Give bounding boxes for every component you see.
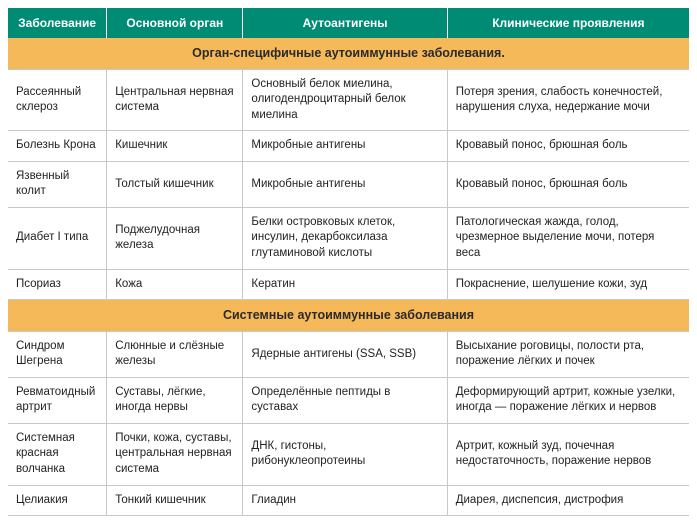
cell-organ: Толстый кишечник <box>107 161 243 207</box>
table-row: ЦелиакияТонкий кишечникГлиадинДиарея, ди… <box>8 485 689 516</box>
cell-organ: Кожа <box>107 269 243 300</box>
cell-organ: Кишечник <box>107 131 243 162</box>
table-row: Синдром ШегренаСлюнные и слёзные железыЯ… <box>8 331 689 377</box>
cell-organ: Центральная нервная система <box>107 69 243 131</box>
cell-organ: Тонкий кишечник <box>107 485 243 516</box>
cell-organ: Поджелудочная железа <box>107 207 243 269</box>
cell-disease: Псориаз <box>8 269 107 300</box>
table-row: Ревматоидный артритСуставы, лёгкие, иног… <box>8 377 689 423</box>
header-clinical: Клинические проявления <box>447 8 689 38</box>
cell-disease: Рассеянный склероз <box>8 69 107 131</box>
cell-disease: Целиакия <box>8 485 107 516</box>
cell-clinical: Патологическая жажда, голод, чрезмерное … <box>447 207 689 269</box>
cell-clinical: Покраснение, шелушение кожи, зуд <box>447 269 689 300</box>
header-disease: Заболевание <box>8 8 107 38</box>
cell-clinical: Артрит, кожный зуд, почечная недостаточн… <box>447 423 689 485</box>
cell-clinical: Диарея, диспепсия, дистрофия <box>447 485 689 516</box>
cell-antigens: Глиадин <box>243 485 447 516</box>
cell-antigens: Кератин <box>243 269 447 300</box>
table-row: Рассеянный склерозЦентральная нервная си… <box>8 69 689 131</box>
cell-disease: Болезнь Крона <box>8 131 107 162</box>
cell-clinical: Высыхание роговицы, полости рта, поражен… <box>447 331 689 377</box>
cell-organ: Слюнные и слёзные железы <box>107 331 243 377</box>
cell-antigens: Определённые пептиды в суставах <box>243 377 447 423</box>
section-systemic: Системные аутоиммунные заболевания <box>8 300 689 332</box>
header-organ: Основной орган <box>107 8 243 38</box>
cell-clinical: Потеря зрения, слабость конечностей, нар… <box>447 69 689 131</box>
table-row: Язвенный колитТолстый кишечникМикробные … <box>8 161 689 207</box>
cell-antigens: Основный белок миелина, олигодендроцитар… <box>243 69 447 131</box>
section-systemic-label: Системные аутоиммунные заболевания <box>8 300 689 332</box>
cell-antigens: Микробные антигены <box>243 131 447 162</box>
cell-disease: Системная красная волчанка <box>8 423 107 485</box>
cell-clinical: Деформирующий артрит, кожные узелки, ино… <box>447 377 689 423</box>
table-row: Системная красная волчанкаПочки, кожа, с… <box>8 423 689 485</box>
cell-disease: Язвенный колит <box>8 161 107 207</box>
header-row: Заболевание Основной орган Аутоантигены … <box>8 8 689 38</box>
section-organ-specific-label: Орган-специфичные аутоиммунные заболеван… <box>8 38 689 69</box>
cell-organ: Суставы, лёгкие, иногда нервы <box>107 377 243 423</box>
cell-antigens: Белки островковых клеток, инсулин, декар… <box>243 207 447 269</box>
cell-disease: Синдром Шегрена <box>8 331 107 377</box>
cell-disease: Ревматоидный артрит <box>8 377 107 423</box>
cell-antigens: ДНК, гистоны, рибонуклеопротеины <box>243 423 447 485</box>
section-organ-specific: Орган-специфичные аутоиммунные заболеван… <box>8 38 689 69</box>
cell-antigens: Микробные антигены <box>243 161 447 207</box>
table-row: Болезнь КронаКишечникМикробные антигеныК… <box>8 131 689 162</box>
table-row: ПсориазКожаКератинПокраснение, шелушение… <box>8 269 689 300</box>
table-row: Диабет I типаПоджелудочная железаБелки о… <box>8 207 689 269</box>
cell-organ: Почки, кожа, суставы, центральная нервна… <box>107 423 243 485</box>
autoimmune-table: Заболевание Основной орган Аутоантигены … <box>8 8 689 516</box>
cell-clinical: Кровавый понос, брюшная боль <box>447 131 689 162</box>
cell-antigens: Ядерные антигены (SSA, SSB) <box>243 331 447 377</box>
header-antigens: Аутоантигены <box>243 8 447 38</box>
cell-disease: Диабет I типа <box>8 207 107 269</box>
cell-clinical: Кровавый понос, брюшная боль <box>447 161 689 207</box>
